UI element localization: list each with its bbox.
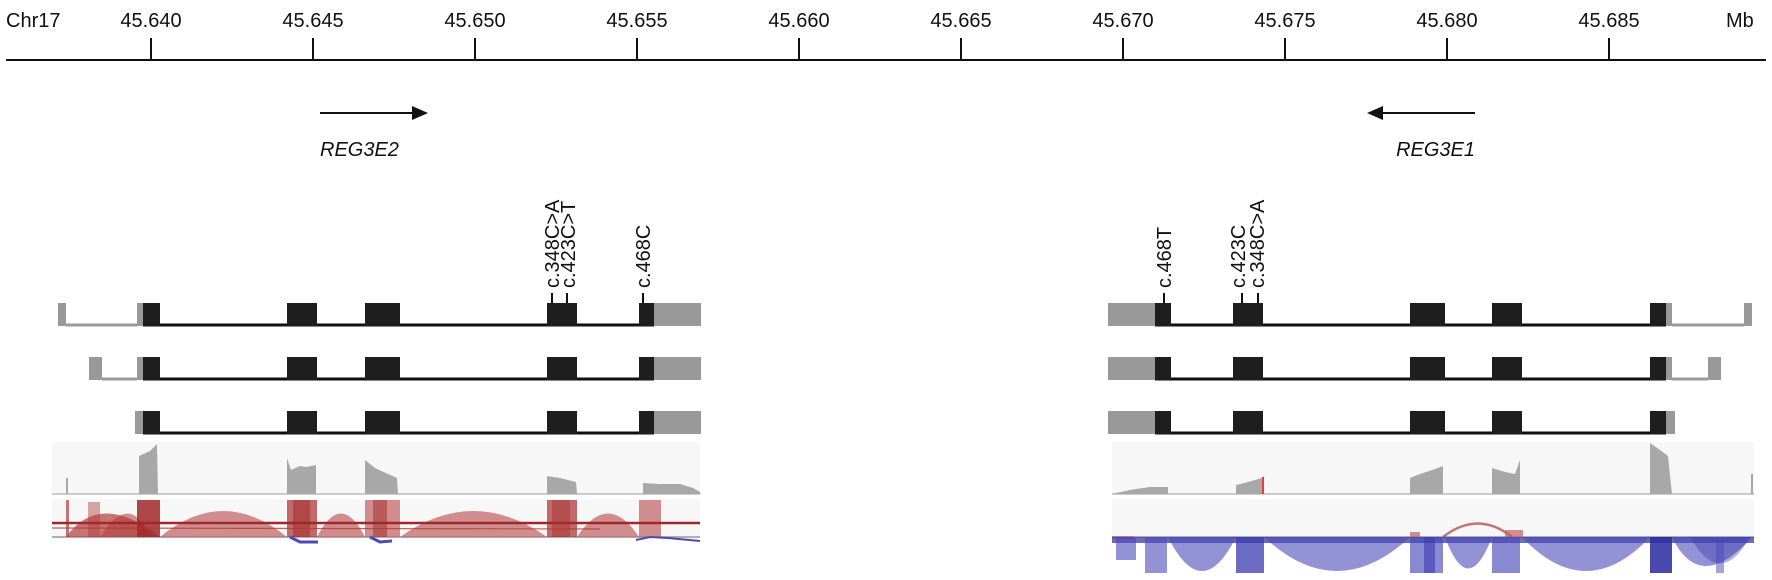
variant-label: c.348C>A [1247,199,1269,288]
tick-label: 45.670 [1092,10,1153,32]
gene-reg3e2: REG3E2 c.348C>A c.423C>T c.468C [51,106,701,544]
genomic-axis: Chr17 Mb 45.640 45.645 45.650 45.655 45.… [6,10,1766,61]
transcript-3 [1108,411,1675,435]
coverage-track [52,442,700,495]
tick-label: 45.665 [930,10,991,32]
sashimi-track [1112,499,1754,573]
transcript-2 [1108,357,1721,381]
gene-label: REG3E2 [320,139,399,161]
tick-label: 45.680 [1416,10,1477,32]
transcript-2 [89,357,701,381]
arrow-right-icon [320,106,428,120]
tick-label: 45.655 [606,10,667,32]
axis-ticks [150,38,1610,60]
variant-label: c.348C>A [542,199,564,288]
transcript-1 [58,303,701,327]
tick-label: 45.685 [1578,10,1639,32]
coverage-track [1112,442,1754,495]
tick-label: 45.645 [282,10,343,32]
variant-labels: c.348C>A c.423C>T c.468C [542,199,655,303]
variant-labels: c.468T c.423C c.348C>A [1154,199,1269,303]
gene-reg3e1: REG3E1 c.468T c.423C c.348C>A [1108,106,1754,573]
variant-label: c.423C>T [558,201,580,288]
tick-label: 45.675 [1254,10,1315,32]
tick-label: 45.660 [768,10,829,32]
variant-label: c.468T [1154,227,1176,288]
chrom-label: Chr17 [6,10,60,32]
gene-label: REG3E1 [1396,139,1475,161]
variant-label: c.468C [633,225,655,288]
sashimi-track [51,499,701,544]
unit-label: Mb [1726,10,1754,32]
tick-label: 45.640 [120,10,181,32]
variant-label: c.423C [1228,225,1250,288]
arrow-left-icon [1367,106,1475,120]
tick-label: 45.650 [444,10,505,32]
transcript-1 [1108,303,1752,327]
transcript-3 [135,411,701,435]
